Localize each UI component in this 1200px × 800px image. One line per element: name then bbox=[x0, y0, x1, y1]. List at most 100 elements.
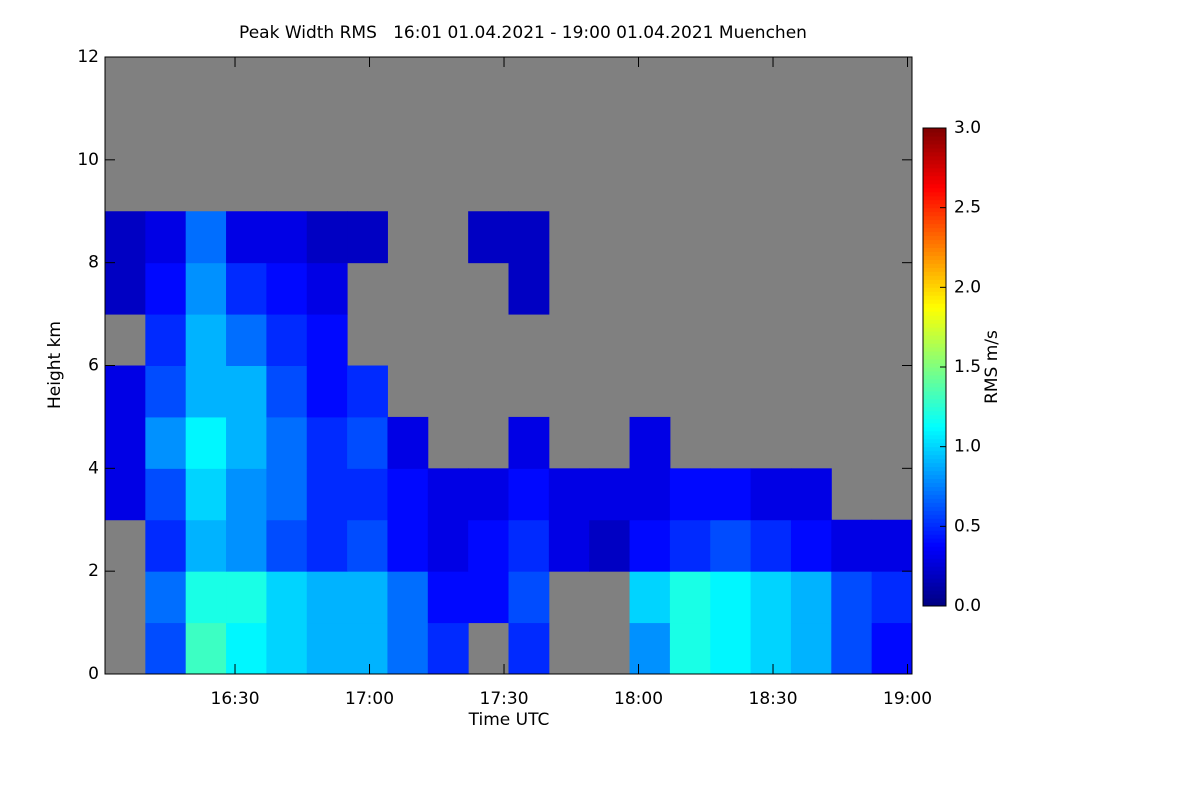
colorbar-swatch bbox=[923, 474, 946, 480]
heat-cell bbox=[266, 468, 308, 521]
heat-cell bbox=[185, 262, 227, 315]
colorbar-swatch bbox=[923, 247, 946, 252]
colorbar-swatch bbox=[923, 390, 946, 396]
colorbar-swatch bbox=[923, 562, 946, 567]
y-tick-label: 8 bbox=[88, 253, 99, 273]
colorbar-swatch bbox=[923, 582, 946, 587]
colorbar-swatch bbox=[923, 315, 946, 320]
colorbar-swatch bbox=[923, 494, 946, 499]
colorbar-swatch bbox=[923, 590, 946, 595]
heat-cell bbox=[508, 519, 550, 572]
heat-cell bbox=[468, 468, 509, 521]
heat-cell bbox=[306, 622, 348, 675]
colorbar-swatch bbox=[923, 339, 946, 344]
heat-cell bbox=[790, 571, 832, 624]
x-tick-label: 16:30 bbox=[211, 689, 260, 709]
colorbar-swatch bbox=[923, 382, 946, 388]
colorbar-swatch bbox=[923, 586, 946, 591]
colorbar-swatch bbox=[923, 526, 946, 531]
colorbar-swatch bbox=[923, 359, 946, 364]
heat-cell bbox=[185, 365, 227, 418]
colorbar-swatch bbox=[923, 378, 946, 384]
colorbar-swatch bbox=[923, 128, 946, 133]
colorbar-swatch bbox=[923, 438, 946, 444]
heat-cell bbox=[710, 622, 752, 675]
colorbar-swatch bbox=[923, 143, 946, 149]
heat-cell bbox=[266, 519, 308, 572]
heat-cell bbox=[790, 622, 832, 675]
heat-cell bbox=[347, 571, 388, 624]
heat-cell bbox=[306, 365, 348, 418]
colorbar-swatch bbox=[923, 386, 946, 392]
heat-cell bbox=[226, 416, 267, 469]
colorbar-swatch bbox=[923, 131, 946, 137]
heat-cell bbox=[629, 416, 671, 469]
colorbar-swatch bbox=[923, 498, 946, 503]
colorbar-swatch bbox=[923, 594, 946, 599]
heat-cell bbox=[629, 622, 671, 675]
heat-cell bbox=[750, 519, 792, 572]
colorbar-swatch bbox=[923, 239, 946, 245]
colorbar-swatch bbox=[923, 343, 946, 348]
colorbar-swatch bbox=[923, 602, 946, 607]
colorbar-swatch bbox=[923, 135, 946, 141]
heat-cell bbox=[306, 416, 348, 469]
colorbar-swatch bbox=[923, 147, 946, 153]
colorbar-swatch bbox=[923, 327, 946, 332]
y-tick-label: 0 bbox=[88, 664, 99, 684]
colorbar-swatch bbox=[923, 227, 946, 233]
heat-cell bbox=[266, 571, 308, 624]
colorbar-swatch bbox=[923, 243, 946, 248]
colorbar-swatch bbox=[923, 215, 946, 221]
heat-cell bbox=[750, 571, 792, 624]
heat-cell bbox=[226, 262, 267, 315]
colorbar-swatch bbox=[923, 159, 946, 165]
x-tick-label: 19:00 bbox=[883, 689, 932, 709]
colorbar-swatch bbox=[923, 462, 946, 468]
colorbar-swatch bbox=[923, 195, 946, 201]
colorbar-swatch bbox=[923, 514, 946, 519]
heat-cell bbox=[629, 468, 671, 521]
colorbar-swatch bbox=[923, 486, 946, 491]
heat-cell bbox=[306, 468, 348, 521]
heat-cell bbox=[226, 571, 267, 624]
colorbar-swatch bbox=[923, 303, 946, 308]
heat-cell bbox=[508, 416, 550, 469]
heat-cell bbox=[831, 622, 873, 675]
heat-cell bbox=[427, 622, 469, 675]
x-tick-label: 17:00 bbox=[345, 689, 394, 709]
colorbar-swatch bbox=[923, 331, 946, 336]
colorbar-swatch bbox=[923, 470, 946, 476]
colorbar-swatch bbox=[923, 175, 946, 181]
colorbar-swatch bbox=[923, 430, 946, 436]
colorbar-swatch bbox=[923, 506, 946, 511]
colorbar-swatch bbox=[923, 323, 946, 328]
heat-cell bbox=[508, 571, 550, 624]
colorbar-swatch bbox=[923, 231, 946, 237]
colorbar-swatch bbox=[923, 271, 946, 276]
colorbar-swatch bbox=[923, 223, 946, 229]
colorbar-swatch bbox=[923, 398, 946, 404]
x-tick-label: 18:30 bbox=[749, 689, 798, 709]
heat-cell bbox=[145, 468, 187, 521]
colorbar-swatch bbox=[923, 466, 946, 472]
colorbar-swatch bbox=[923, 566, 946, 571]
colorbar-tick-label: 2.5 bbox=[954, 198, 981, 218]
heat-cell bbox=[306, 519, 348, 572]
colorbar-swatch bbox=[923, 295, 946, 300]
heat-cell bbox=[145, 211, 187, 264]
colorbar-swatch bbox=[923, 370, 946, 376]
colorbar-swatch bbox=[923, 454, 946, 460]
colorbar-swatch bbox=[923, 394, 946, 400]
colorbar-swatch bbox=[923, 570, 946, 575]
heat-cell bbox=[347, 211, 388, 264]
heat-cell bbox=[226, 314, 267, 366]
heat-cell bbox=[790, 519, 832, 572]
y-tick-label: 6 bbox=[88, 356, 99, 376]
heat-cell bbox=[589, 519, 631, 572]
heat-cell bbox=[508, 211, 550, 264]
colorbar-swatch bbox=[923, 267, 946, 272]
colorbar-swatch bbox=[923, 522, 946, 527]
colorbar-swatch bbox=[923, 578, 946, 583]
colorbar-swatch bbox=[923, 558, 946, 563]
